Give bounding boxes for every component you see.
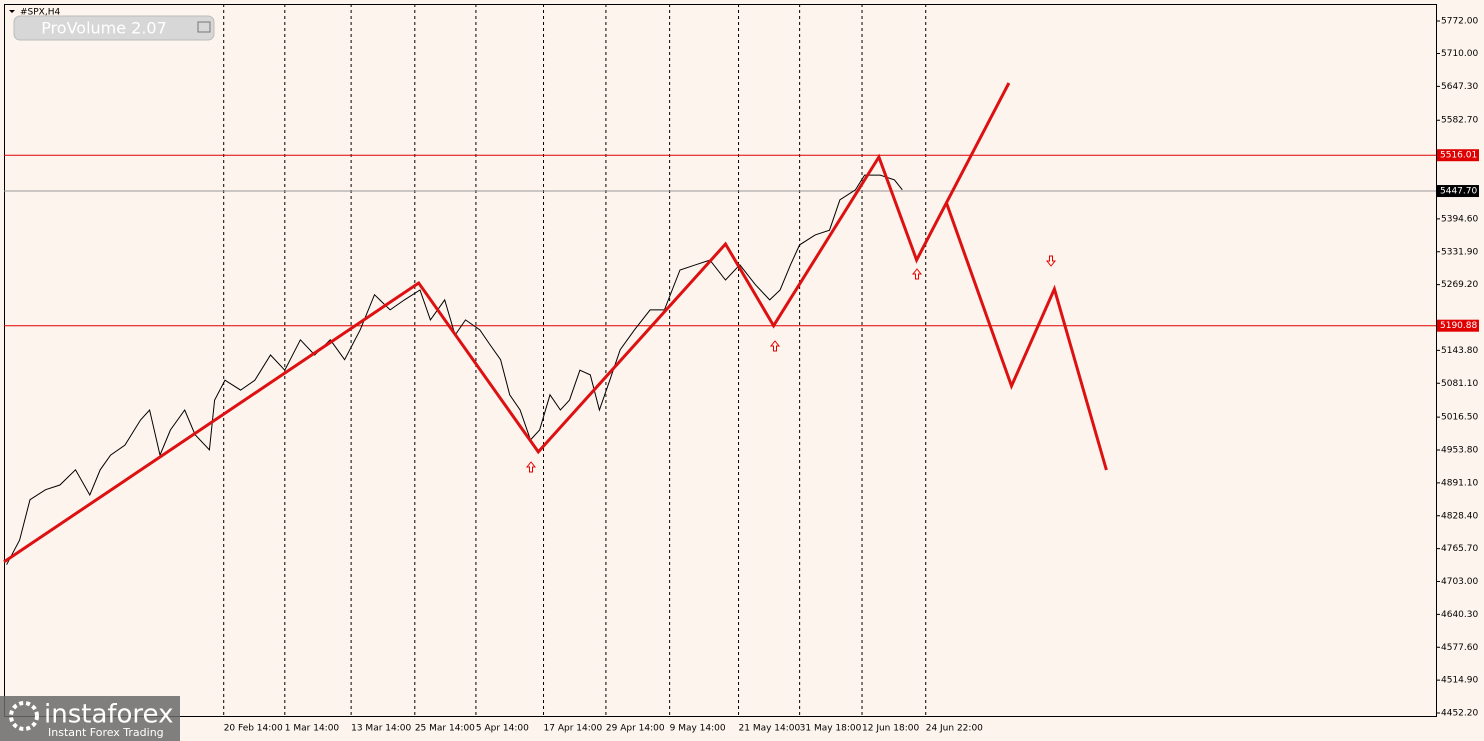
x-tick-label: 1 Mar 14:00 xyxy=(285,724,340,734)
y-tick-label: 5269.20 xyxy=(1441,280,1478,290)
price-line xyxy=(6,174,903,565)
y-tick-label: 5582.70 xyxy=(1441,116,1478,126)
x-tick-label: 24 Jun 22:00 xyxy=(926,724,983,734)
level-tag xyxy=(1437,185,1479,198)
y-tick-label: 4703.00 xyxy=(1441,577,1478,587)
x-tick-label: 21 May 14:00 xyxy=(739,724,801,734)
y-tick-label: 4640.30 xyxy=(1441,610,1478,620)
watermark-logo xyxy=(9,701,39,731)
x-tick-label: 12 Jun 18:00 xyxy=(862,724,919,734)
y-tick-label: 5647.30 xyxy=(1441,82,1478,92)
down-arrow xyxy=(1045,255,1057,267)
level-tag xyxy=(1437,149,1479,162)
x-tick-label: 9 May 14:00 xyxy=(670,724,726,734)
y-tick-label: 5016.50 xyxy=(1441,413,1478,423)
symbol-menu[interactable] xyxy=(9,10,15,13)
y-tick-label: 5331.90 xyxy=(1441,247,1478,257)
y-tick-label: 4452.20 xyxy=(1441,709,1478,719)
level-label: 5516.01 xyxy=(1440,151,1477,161)
x-tick-label: 20 Feb 14:00 xyxy=(224,724,283,734)
y-tick-label: 5394.60 xyxy=(1441,214,1478,224)
y-tick-label: 4953.80 xyxy=(1441,446,1478,456)
indicator-label: ProVolume 2.07 xyxy=(41,19,167,38)
y-tick-label: 4828.40 xyxy=(1441,511,1478,521)
y-tick-label: 5143.80 xyxy=(1441,346,1478,356)
y-tick-label: 5710.00 xyxy=(1441,49,1478,59)
plot-frame xyxy=(4,4,1437,717)
x-tick-label: 29 Apr 14:00 xyxy=(606,724,665,734)
up-arrow xyxy=(911,268,923,280)
indicator-box[interactable] xyxy=(13,15,215,41)
level-label: 5190.88 xyxy=(1440,321,1477,331)
x-tick-label: 13 Mar 14:00 xyxy=(351,724,411,734)
y-tick-label: 4891.10 xyxy=(1441,478,1478,488)
signal-arrows xyxy=(525,255,1057,473)
x-tick-label: 17 Apr 14:00 xyxy=(544,724,603,734)
x-tick-label: 31 May 18:00 xyxy=(800,724,862,734)
indicator-icon[interactable] xyxy=(197,21,211,33)
symbol: #SPX,H4 xyxy=(20,8,60,18)
y-tick-label: 4577.60 xyxy=(1441,643,1478,653)
y-tick-label: 5772.00 xyxy=(1441,16,1478,26)
watermark-brand: instaforex xyxy=(44,700,173,730)
level-label: 5447.70 xyxy=(1440,187,1477,197)
up-arrow xyxy=(525,461,537,473)
x-tick-label: 5 Apr 14:00 xyxy=(476,724,529,734)
watermark-tagline: Instant Forex Trading xyxy=(48,726,164,739)
zigzag-line xyxy=(945,202,1108,471)
x-tick-label: 25 Mar 14:00 xyxy=(415,724,475,734)
y-tick-label: 4765.70 xyxy=(1441,544,1478,554)
y-tick-label: 5081.10 xyxy=(1441,379,1478,389)
zigzag-line xyxy=(3,82,1011,564)
y-tick-label: 4514.90 xyxy=(1441,676,1478,686)
level-tag xyxy=(1437,319,1479,332)
up-arrow xyxy=(769,340,781,352)
